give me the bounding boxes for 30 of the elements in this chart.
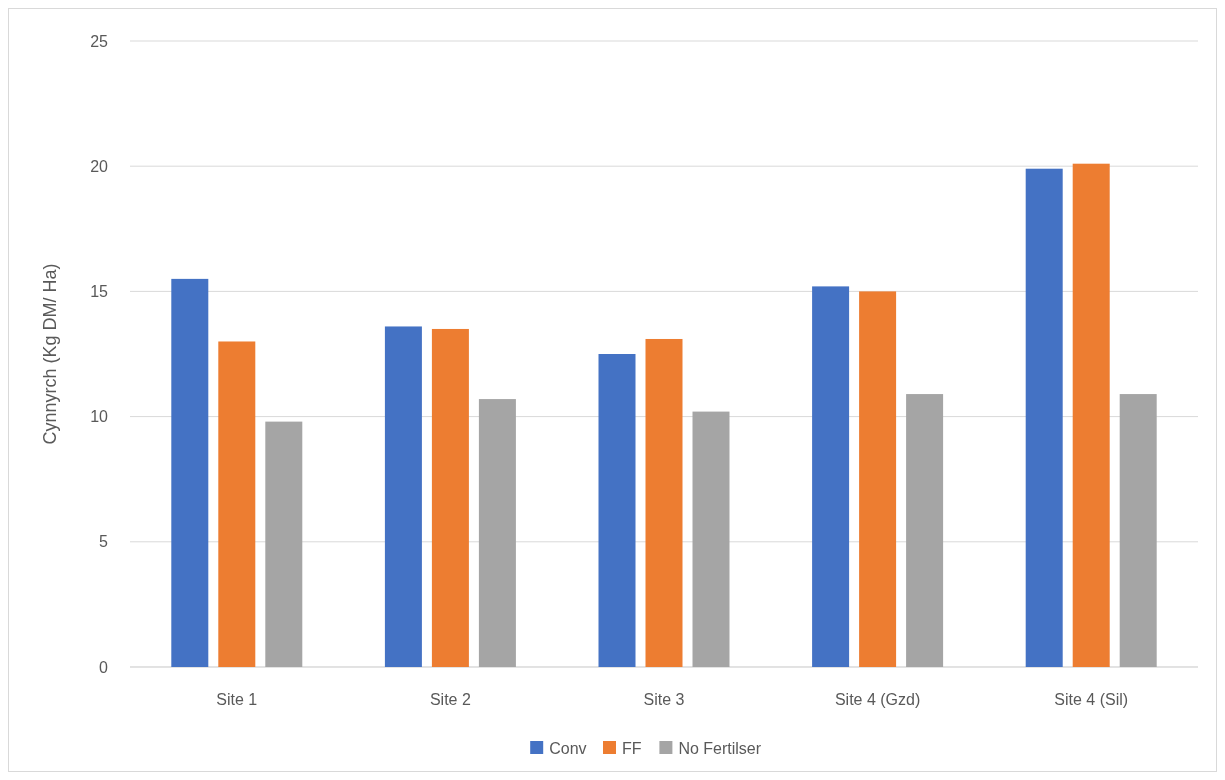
bar	[692, 411, 730, 667]
y-tick-label: 20	[90, 157, 109, 175]
bar	[265, 421, 303, 667]
x-tick-label: Site 4 (Sil)	[1054, 691, 1129, 708]
bar	[906, 394, 944, 667]
bar	[431, 328, 469, 667]
x-tick-label: Site 1	[216, 691, 258, 708]
y-tick-label: 25	[90, 32, 109, 50]
y-axis-title: Cynnyrch (Kg DM/ Ha)	[40, 263, 60, 445]
bar	[218, 341, 256, 667]
x-tick-label: Site 3	[643, 691, 685, 708]
legend-label: Conv	[549, 739, 587, 757]
bar	[1072, 163, 1110, 667]
bar	[859, 291, 897, 667]
bar	[478, 399, 516, 667]
x-tick-label: Site 2	[429, 691, 471, 708]
bar	[384, 326, 422, 667]
y-tick-label: 10	[90, 408, 109, 426]
bar	[645, 338, 683, 667]
y-tick-label: 5	[99, 533, 109, 551]
bar	[1119, 394, 1157, 667]
legend-label: No Fertilser	[678, 739, 762, 757]
bar	[1025, 168, 1063, 667]
y-tick-label: 0	[99, 658, 109, 676]
bar	[812, 286, 850, 667]
bar	[598, 354, 636, 667]
x-tick-label: Site 4 (Gzd)	[834, 691, 921, 708]
y-tick-label: 15	[90, 283, 109, 300]
bar	[171, 278, 209, 667]
legend-label: FF	[622, 739, 642, 757]
